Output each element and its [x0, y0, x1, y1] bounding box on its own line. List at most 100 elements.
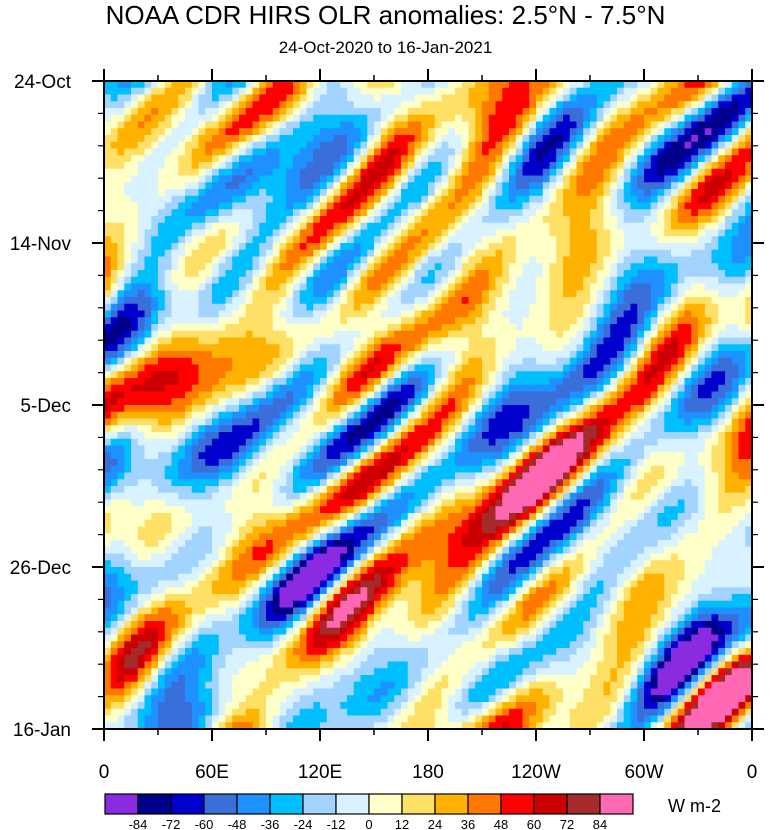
field-cell	[272, 290, 281, 298]
field-cell	[347, 330, 355, 339]
field-cell	[387, 263, 395, 271]
field-cell	[664, 263, 672, 271]
field-cell	[745, 411, 753, 420]
field-cell	[117, 378, 125, 386]
field-cell	[279, 135, 287, 143]
field-cell	[360, 182, 368, 190]
field-cell	[461, 378, 470, 386]
field-cell	[455, 216, 463, 224]
field-cell	[353, 303, 362, 312]
field-cell	[603, 87, 611, 96]
field-cell	[745, 290, 753, 298]
field-cell	[441, 202, 449, 210]
field-cell	[407, 357, 416, 366]
field-cell	[596, 344, 605, 352]
field-cell	[218, 141, 227, 150]
field-cell	[482, 351, 490, 359]
field-cell	[279, 405, 287, 413]
field-cell	[684, 371, 692, 379]
field-cell	[191, 391, 200, 399]
field-cell	[306, 87, 314, 96]
field-cell	[549, 337, 557, 345]
field-cell	[650, 317, 659, 325]
field-cell	[367, 270, 375, 278]
field-cell	[259, 276, 267, 285]
field-cell	[218, 405, 227, 413]
field-cell	[704, 209, 713, 217]
field-cell	[731, 384, 740, 393]
field-cell	[623, 155, 632, 163]
field-cell	[144, 209, 152, 217]
field-cell	[677, 135, 686, 143]
field-cell	[441, 114, 449, 123]
field-cell	[306, 175, 314, 183]
field-cell	[495, 135, 503, 143]
field-cell	[131, 391, 139, 399]
field-cell	[164, 391, 173, 399]
field-cell	[299, 364, 308, 372]
field-cell	[252, 256, 260, 264]
field-cell	[502, 148, 510, 156]
field-cell	[164, 357, 173, 366]
field-cell	[407, 378, 416, 386]
field-cell	[650, 94, 659, 102]
field-cell	[367, 216, 375, 224]
field-cell	[725, 418, 733, 426]
field-cell	[178, 81, 186, 89]
field-cell	[326, 141, 335, 150]
field-cell	[522, 371, 530, 379]
field-cell	[131, 162, 139, 170]
field-cell	[441, 121, 449, 129]
field-cell	[367, 148, 375, 156]
field-cell	[414, 94, 422, 102]
field-cell	[131, 141, 139, 150]
field-cell	[488, 263, 497, 271]
field-cell	[401, 418, 409, 426]
field-cell	[158, 189, 166, 197]
field-cell	[286, 87, 294, 96]
field-cell	[320, 425, 328, 433]
field-cell	[401, 114, 409, 123]
field-cell	[185, 357, 193, 366]
field-cell	[637, 155, 645, 163]
field-cell	[664, 337, 672, 345]
field-cell	[441, 344, 449, 352]
field-cell	[299, 324, 308, 332]
field-cell	[738, 182, 746, 190]
field-cell	[158, 135, 166, 143]
field-cell	[650, 222, 659, 231]
field-cell	[488, 128, 497, 136]
field-cell	[407, 256, 416, 264]
field-cell	[542, 202, 551, 210]
field-cell	[178, 371, 186, 379]
field-cell	[299, 209, 308, 217]
field-cell	[542, 135, 551, 143]
field-cell	[198, 357, 206, 366]
field-cell	[333, 182, 341, 190]
field-cell	[590, 148, 598, 156]
field-cell	[380, 270, 389, 278]
field-cell	[185, 418, 193, 426]
field-cell	[164, 371, 173, 379]
field-cell	[151, 418, 159, 426]
field-cell	[428, 182, 436, 190]
field-cell	[407, 108, 416, 116]
field-cell	[502, 283, 510, 291]
field-cell	[374, 249, 382, 258]
field-cell	[286, 135, 294, 143]
field-cell	[205, 297, 213, 305]
field-cell	[691, 94, 699, 102]
field-cell	[718, 418, 726, 426]
field-cell	[556, 270, 564, 278]
field-cell	[198, 391, 206, 399]
field-cell	[151, 344, 159, 352]
field-cell	[596, 249, 605, 258]
field-cell	[104, 209, 112, 217]
field-cell	[367, 81, 375, 89]
field-cell	[455, 236, 463, 244]
field-cell	[461, 398, 470, 406]
field-cell	[617, 249, 625, 258]
field-cell	[266, 202, 274, 210]
field-cell	[171, 175, 179, 183]
field-cell	[144, 256, 152, 264]
